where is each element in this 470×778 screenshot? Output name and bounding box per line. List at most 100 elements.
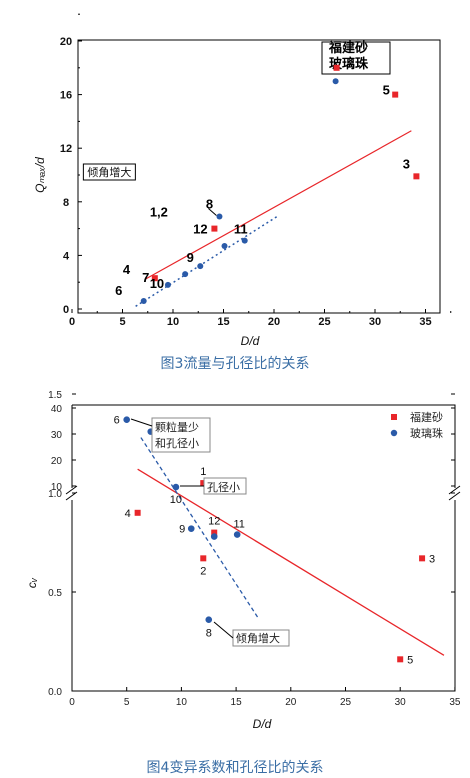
y-tick-label: 0.5 — [48, 588, 62, 599]
x-tick-label: 10 — [167, 316, 179, 328]
data-point-sand — [333, 64, 340, 71]
y-tick-label: 12 — [60, 143, 72, 155]
annotation-arrow — [208, 208, 217, 216]
y-tick-label: 8 — [63, 197, 69, 209]
x-tick-label: 35 — [419, 316, 431, 328]
annotation-box — [151, 417, 211, 453]
data-point-glass — [241, 237, 248, 244]
data-point-sand — [134, 509, 141, 516]
y-tick-label: 1.0 — [48, 489, 62, 500]
point-label: 9 — [179, 524, 185, 536]
x-axis-label: D/d — [241, 334, 260, 348]
trendline-sand — [144, 130, 412, 281]
point-label: 3 — [429, 553, 435, 565]
data-point-glass — [187, 525, 195, 532]
point-label: 6 — [114, 415, 120, 427]
annotation-text: 颗粒量少 — [155, 420, 199, 434]
y-tick-label: 0 — [63, 304, 69, 316]
point-label: 1 — [200, 466, 206, 478]
x-tick-label: 0 — [69, 697, 75, 708]
data-point-sand — [200, 555, 207, 562]
x-tick-label: 25 — [340, 697, 352, 708]
point-label: 7 — [142, 270, 149, 285]
data-point-sand — [397, 656, 404, 663]
x-tick-label: 5 — [119, 316, 125, 328]
legend-entry-sand: 福建砂 — [328, 40, 368, 55]
x-tick-label: 0 — [69, 316, 75, 328]
data-point-glass — [210, 533, 218, 540]
point-label: 5 — [383, 83, 390, 98]
annotation-text: 和孔径小 — [155, 437, 199, 450]
point-label: 11 — [233, 519, 244, 531]
y-tick-label: 1.5 — [48, 390, 62, 401]
data-point-glass — [182, 271, 189, 278]
y-tick-label: 0.0 — [48, 687, 62, 698]
data-point-sand — [419, 555, 426, 562]
x-tick-label: 30 — [369, 316, 381, 328]
annotation-text: 倾角增大 — [236, 631, 280, 645]
x-tick-label: 25 — [318, 316, 330, 328]
x-axis-label: D/d — [253, 717, 272, 731]
y-tick-label: 10 — [51, 482, 63, 493]
x-tick-label: 15 — [231, 697, 243, 708]
chart-flow-vs-ratio: 0 5 10 15 20 25 30 35048121620D/dQₘₐₓ/d福建砂玻璃珠12… — [33, 13, 452, 372]
trendline-sand — [137, 468, 445, 656]
point-label: 5 — [407, 654, 413, 666]
figure-caption: 图3流量与孔径比的关系 — [161, 356, 310, 372]
chart-cv-vs-ratio: 0 5 10 15 20 25 30 350.00.51.01.510203040D/dcᵥ福… — [25, 390, 461, 776]
annotation-arrow — [213, 621, 234, 639]
x-tick-label: 35 — [449, 697, 461, 708]
legend-marker-sand — [391, 414, 397, 420]
y-tick-label: 30 — [51, 430, 63, 441]
annotation-box — [82, 163, 136, 181]
figure-caption: 图4变异系数和孔径比的关系 — [147, 760, 324, 776]
data-point-sand — [200, 480, 207, 487]
point-label: 11 — [234, 222, 248, 237]
data-point-glass — [172, 483, 180, 491]
data-point-sand — [392, 91, 399, 98]
data-point-sand — [413, 173, 420, 180]
x-tick-label: 10 — [176, 697, 188, 708]
trendline-glass — [140, 437, 259, 619]
point-label: 10 — [150, 276, 164, 291]
data-point-glass — [216, 213, 223, 220]
point-label: 6 — [115, 283, 122, 298]
x-tick-label: 5 — [124, 697, 130, 708]
annotation-text: 倾角增大 — [87, 165, 131, 179]
data-point-glass — [332, 78, 339, 85]
data-point-glass — [233, 531, 241, 538]
point-label: 9 — [187, 250, 194, 265]
y-axis-label: Qₘₐₓ/d — [33, 157, 47, 193]
legend-entry-glass: 玻璃珠 — [410, 426, 443, 440]
x-tick-label: 20 — [285, 697, 297, 708]
data-point-glass — [123, 416, 130, 424]
legend-box — [321, 41, 391, 75]
plot-frame — [71, 404, 456, 692]
data-point-glass — [164, 281, 171, 288]
axis-break-right — [448, 485, 461, 501]
y-tick-label: 20 — [51, 456, 63, 467]
annotation-arrow — [130, 418, 153, 427]
data-point-sand — [211, 225, 218, 232]
data-point-sand — [151, 275, 158, 282]
data-point-glass — [221, 243, 228, 250]
annotation-text: 孔径小 — [207, 481, 240, 494]
y-tick-label: 40 — [51, 404, 63, 415]
point-label: 12 — [208, 516, 220, 528]
point-label: 1,2 — [150, 205, 168, 220]
legend-entry-sand: 福建砂 — [410, 410, 443, 424]
data-point-glass — [140, 297, 147, 304]
y-axis-label: cᵥ — [25, 577, 39, 588]
point-label: 8 — [206, 628, 212, 640]
y-tick-label: 4 — [63, 250, 70, 262]
point-label: 8 — [206, 197, 213, 212]
point-label: 10 — [170, 494, 182, 506]
data-point-glass — [205, 616, 213, 624]
x-tick-label: 20 — [268, 316, 280, 328]
legend-marker-glass — [390, 429, 398, 437]
point-label: 4 — [125, 508, 131, 520]
data-point-sand — [211, 529, 218, 536]
x-tick-label: 30 — [395, 697, 407, 708]
y-tick-label: 20 — [60, 36, 72, 48]
